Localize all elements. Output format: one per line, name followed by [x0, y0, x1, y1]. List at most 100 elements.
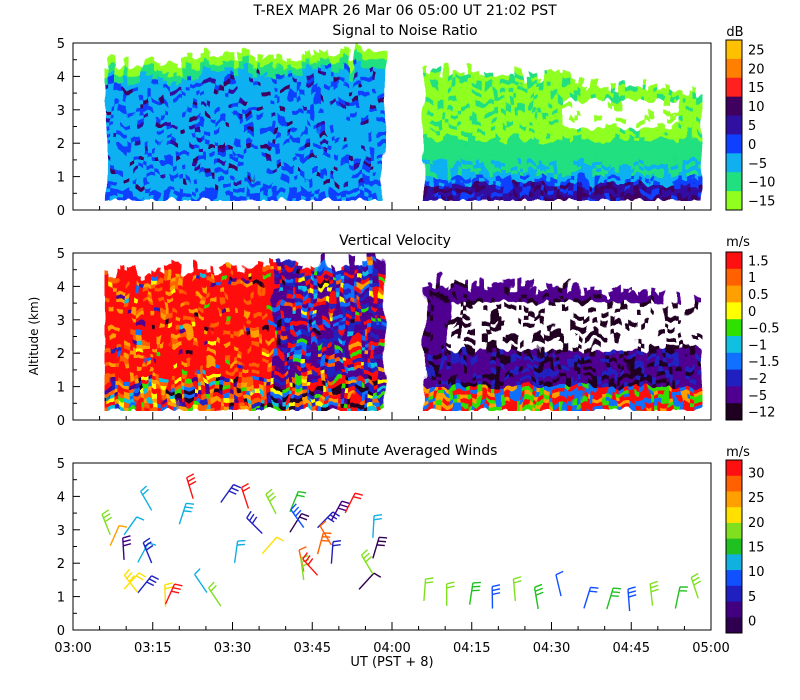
- x-tick-label: 04:00: [373, 641, 410, 656]
- colorbar-swatch: [726, 40, 742, 60]
- colorbar-label: −5: [748, 389, 767, 404]
- colorbar-swatch: [726, 617, 742, 634]
- wind-barb: [208, 581, 222, 607]
- y-tick-label: 5: [57, 457, 65, 472]
- y-tick-label: 1: [57, 381, 65, 396]
- y-tick-label: 4: [57, 490, 65, 505]
- y-tick-label: 1: [57, 591, 65, 606]
- wind-barb: [123, 568, 139, 594]
- wind-barb: [123, 516, 145, 536]
- colorbar-swatch: [726, 115, 742, 135]
- wind-barb: [137, 575, 159, 594]
- x-tick-label: 03:30: [214, 641, 251, 656]
- wind-barb: [445, 581, 455, 606]
- y-tick-label: 0: [57, 414, 65, 429]
- wind-barb: [372, 513, 383, 538]
- colorbar-label: 25: [748, 43, 765, 58]
- colorbar-label: 20: [748, 516, 765, 531]
- snr-image: [104, 43, 703, 201]
- wind-barb: [140, 485, 153, 511]
- wind-barb: [330, 540, 342, 564]
- winds-cbar-unit: m/s: [726, 445, 750, 460]
- colorbar-swatch: [726, 268, 742, 287]
- wind-barb: [289, 512, 310, 533]
- colorbar-swatch: [726, 386, 742, 404]
- y-tick-label: 4: [57, 280, 65, 295]
- velocity-cbar-unit: m/s: [726, 235, 750, 250]
- colorbar-swatch: [726, 285, 742, 303]
- velocity-x-ticks: [72, 412, 712, 420]
- wind-barbs: [101, 473, 702, 612]
- colorbar-swatch: [726, 585, 742, 603]
- colorbar-label: 5: [748, 590, 756, 605]
- colorbar-label: 20: [748, 62, 765, 77]
- y-tick-label: 2: [57, 347, 65, 362]
- wind-barb: [194, 568, 208, 593]
- colorbar-label: 0: [748, 615, 756, 630]
- colorbar-label: −15: [748, 195, 775, 210]
- snr-panel: Signal to Noise Ratio 0 1 2 3 4 5 dB 25 20 15 10…: [57, 23, 776, 219]
- winds-colorbar: 30 25 20 15 10 5 0: [725, 459, 765, 634]
- velocity-ylabel: Altitude (km): [27, 297, 41, 376]
- wind-barb: [164, 583, 183, 605]
- wind-barb: [220, 483, 242, 503]
- colorbar-swatch: [726, 96, 742, 117]
- x-axis-label: UT (PST + 8): [350, 655, 433, 670]
- colorbar-swatch: [726, 153, 742, 173]
- colorbar-swatch: [726, 570, 742, 587]
- wind-barb: [233, 539, 246, 563]
- x-tick-label: 04:15: [453, 641, 490, 656]
- snr-title: Signal to Noise Ratio: [332, 23, 477, 39]
- wind-barb: [302, 552, 319, 576]
- colorbar-label: 10: [748, 100, 765, 115]
- wind-barb: [290, 503, 305, 528]
- colorbar-swatch: [726, 58, 742, 79]
- wind-barb: [649, 580, 659, 606]
- colorbar-label: −0.5: [748, 322, 780, 337]
- wind-barb: [372, 536, 388, 559]
- winds-x-ticks: [72, 622, 712, 630]
- wind-barb: [101, 509, 113, 536]
- snr-y-ticks: 0 1 2 3 4 5: [57, 37, 80, 219]
- velocity-panel: Vertical Velocity 0 1 2 3 4 5 Altitude (km) m…: [27, 233, 780, 429]
- x-tick-label: 03:15: [134, 641, 171, 656]
- y-tick-label: 4: [57, 70, 65, 85]
- colorbar-swatch: [726, 252, 742, 270]
- wind-barb: [360, 549, 374, 575]
- colorbar-frame: [725, 459, 743, 634]
- wind-barb: [240, 482, 251, 509]
- winds-axes-frame: [72, 462, 712, 631]
- colorbar-swatch: [726, 475, 742, 492]
- wind-barb: [109, 524, 128, 546]
- colorbar-swatch: [726, 172, 742, 192]
- y-tick-label: 5: [57, 247, 65, 262]
- wind-barb: [627, 586, 637, 612]
- wind-barb: [142, 537, 154, 564]
- wind-barb: [186, 473, 197, 499]
- colorbar-swatch: [726, 77, 742, 98]
- wind-barb: [123, 572, 147, 590]
- wind-barb: [358, 572, 382, 590]
- figure-title: T-REX MAPR 26 Mar 06 05:00 UT 21:02 PST: [252, 3, 557, 19]
- wind-barb: [468, 581, 481, 605]
- wind-barb: [533, 583, 544, 610]
- velocity-y-ticks: 0 1 2 3 4 5: [57, 247, 80, 429]
- colorbar-label: −10: [748, 176, 775, 191]
- colorbar-swatch: [726, 319, 742, 337]
- colorbar-label: 15: [748, 81, 765, 96]
- colorbar-label: 30: [748, 466, 765, 481]
- wind-barb: [512, 576, 522, 602]
- colorbar-label: 0: [748, 138, 756, 153]
- colorbar-swatch: [726, 302, 742, 320]
- y-tick-label: 1: [57, 171, 65, 186]
- winds-title: FCA 5 Minute Averaged Winds: [287, 443, 498, 459]
- wind-barb: [261, 536, 285, 555]
- wind-barb: [265, 488, 277, 515]
- colorbar-swatch: [726, 134, 742, 154]
- colorbar-frame: [725, 39, 743, 211]
- colorbar-swatch: [726, 460, 742, 477]
- colorbar-swatch: [726, 538, 742, 555]
- wind-barb: [491, 584, 501, 609]
- colorbar-swatch: [726, 336, 742, 354]
